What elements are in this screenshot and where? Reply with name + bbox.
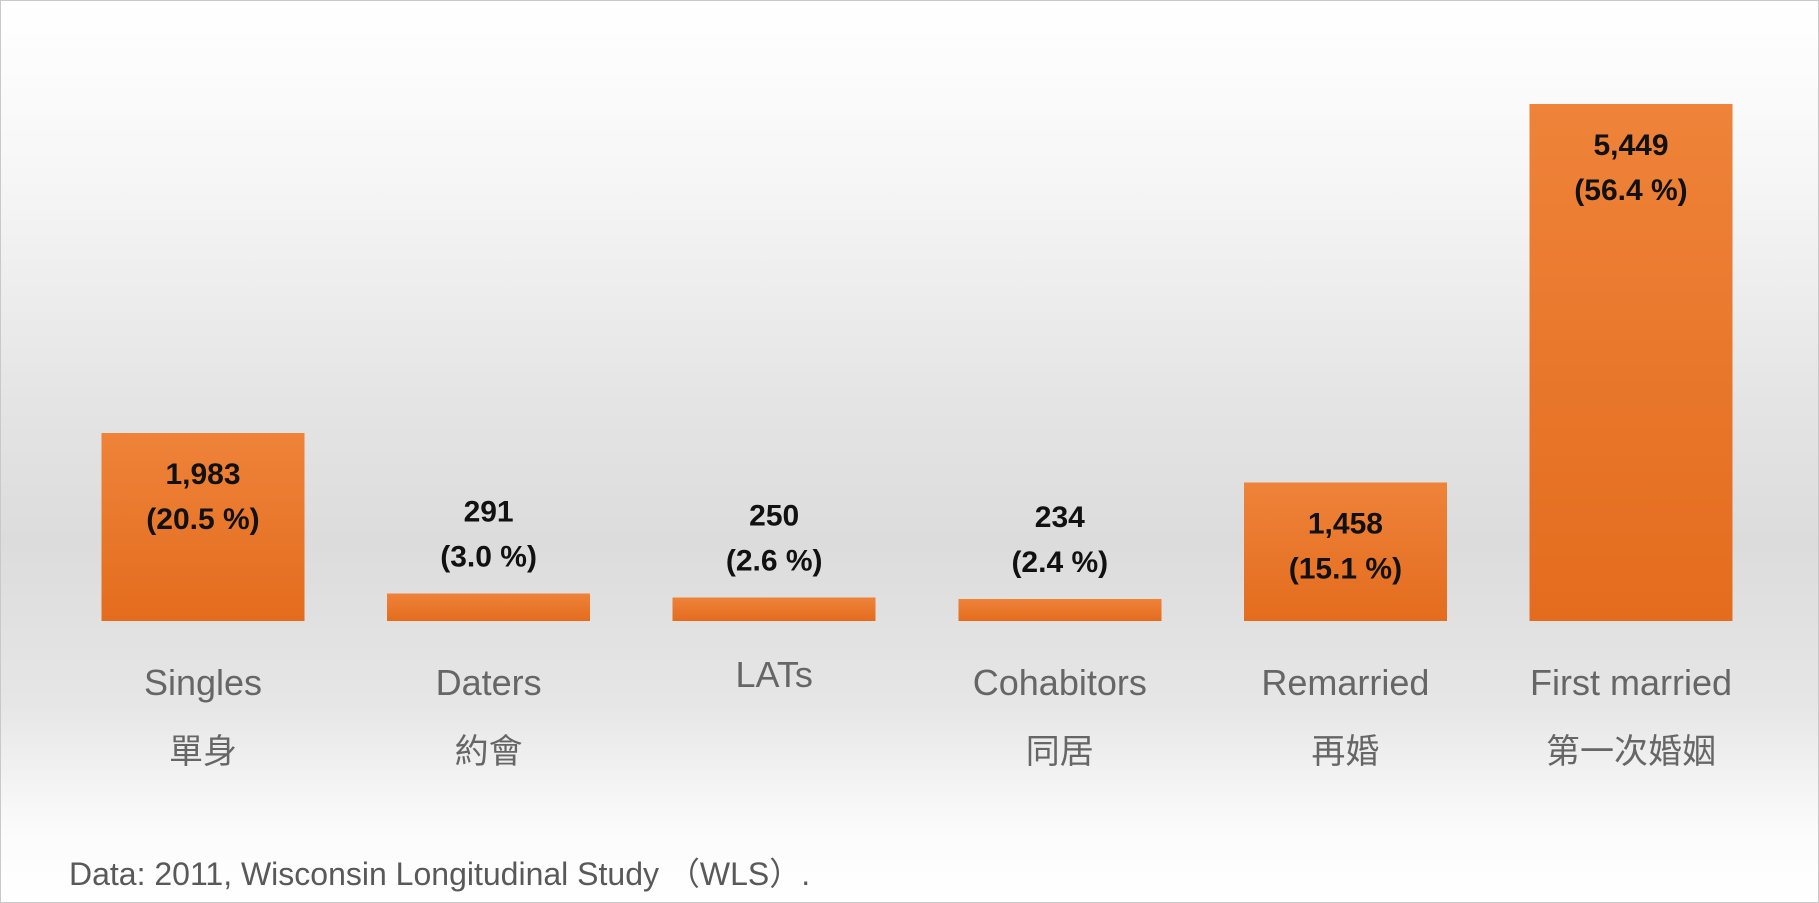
value-label-remarried: 1,458 (1308, 508, 1383, 541)
data-labels-layer: 1,983 (20.5 %) 291 (3.0 %) 250 (2.6 %) 234 (2.4… (146, 129, 1687, 586)
category-label-lats: LATs (736, 654, 813, 695)
bar-remarried (1243, 482, 1447, 621)
bar-daters (387, 593, 591, 621)
value-label-singles: 1,983 (165, 458, 240, 491)
category-label-zh-remarried: 再婚 (1311, 732, 1379, 772)
category-label-cohabitors: Cohabitors (973, 662, 1147, 703)
value-label-lats: 250 (749, 499, 799, 532)
percent-label-remarried: (15.1 %) (1289, 553, 1402, 586)
category-labels-layer: Singles 單身 Daters 約會 LATs Cohabitors 同居 Remarri… (144, 654, 1732, 772)
category-label-zh-cohabitors: 同居 (1026, 732, 1094, 772)
bar-cohabitors (958, 598, 1162, 621)
data-source-footnote: Data: 2011, Wisconsin Longitudinal Study… (69, 856, 811, 892)
category-label-zh-singles: 單身 (169, 732, 237, 772)
category-label-daters: Daters (436, 662, 542, 703)
category-label-first-married: First married (1530, 662, 1732, 703)
bar-first-married (1529, 104, 1733, 621)
category-label-zh-first-married: 第一次婚姻 (1546, 732, 1716, 772)
category-label-singles: Singles (144, 662, 262, 703)
bars-layer (101, 104, 1733, 621)
category-label-remarried: Remarried (1261, 662, 1429, 703)
value-label-daters: 291 (464, 495, 514, 528)
percent-label-daters: (3.0 %) (440, 540, 537, 573)
value-label-cohabitors: 234 (1035, 501, 1085, 534)
value-label-first-married: 5,449 (1593, 129, 1668, 162)
percent-label-singles: (20.5 %) (146, 503, 259, 536)
bar-singles (101, 432, 305, 621)
bar-lats (672, 597, 876, 621)
category-label-zh-daters: 約會 (455, 732, 523, 772)
percent-label-first-married: (56.4 %) (1574, 174, 1687, 207)
percent-label-cohabitors: (2.4 %) (1011, 546, 1108, 579)
percent-label-lats: (2.6 %) (726, 544, 823, 577)
